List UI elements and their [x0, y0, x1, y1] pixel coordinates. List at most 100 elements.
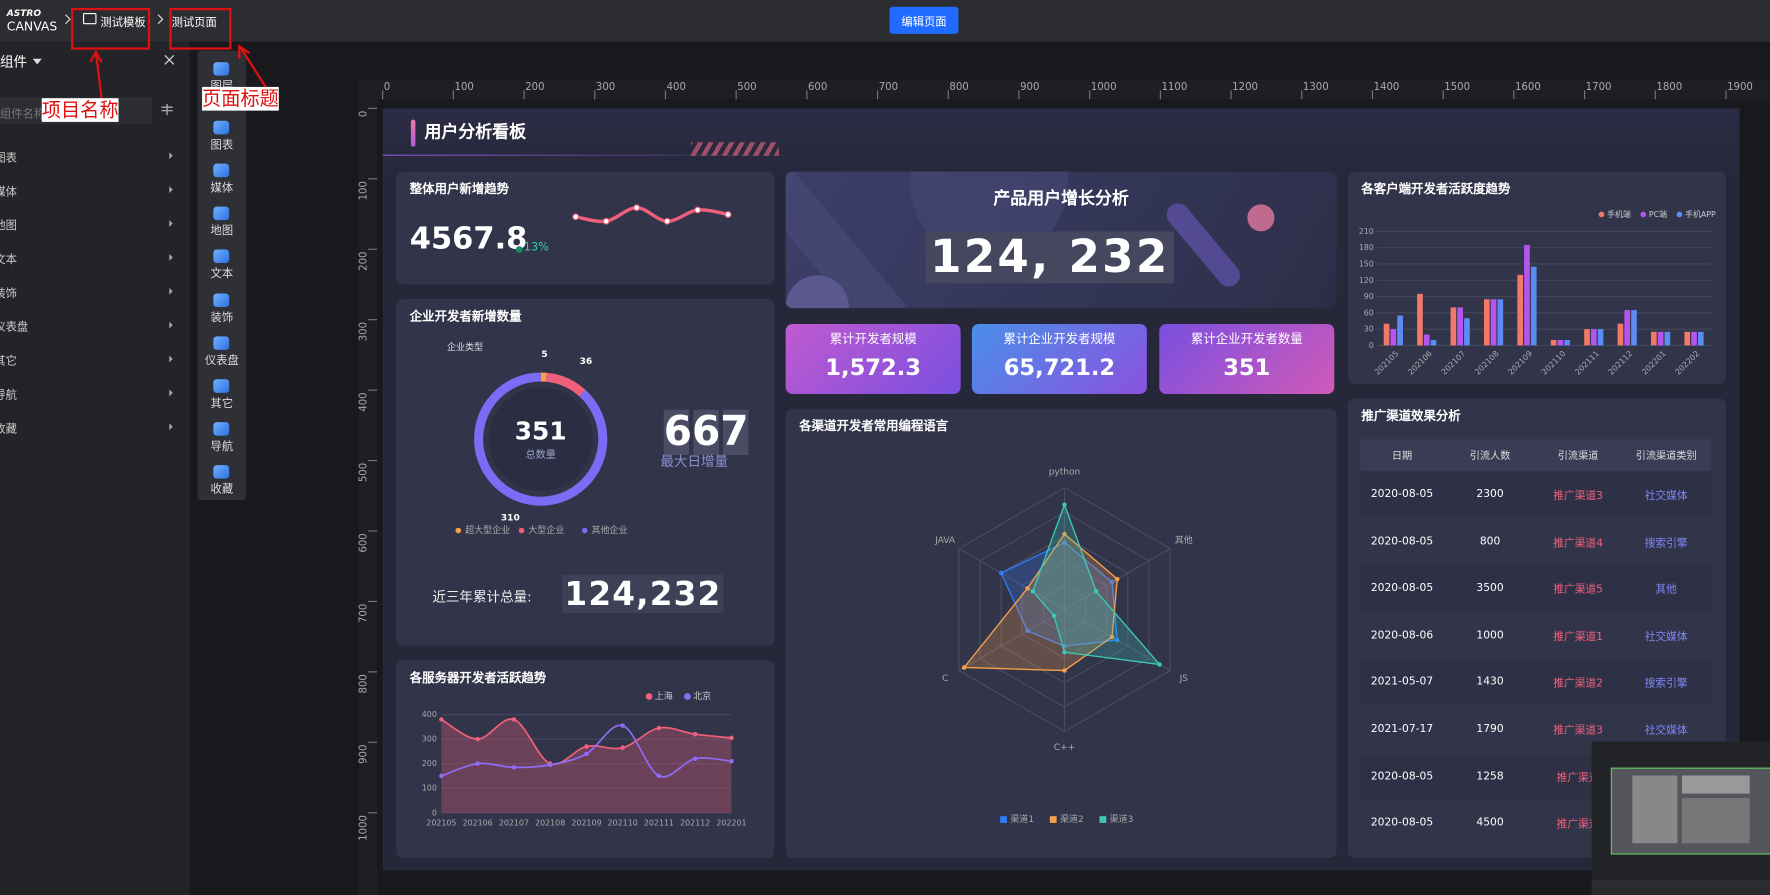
line-point — [692, 756, 698, 762]
toolbar-label[interactable]: 其它 — [210, 397, 234, 411]
donut-track — [488, 387, 593, 492]
toolbar-icon — [213, 206, 230, 221]
table-cell: 2021-05-07 — [1370, 676, 1434, 689]
edit-button-bg[interactable]: 编辑页面 — [889, 6, 959, 34]
sparkline-point — [633, 204, 641, 212]
y-tick-label: 150 — [1359, 259, 1374, 268]
stat-title: 累计企业开发者规模 — [1003, 331, 1116, 347]
legend-marker — [1099, 816, 1107, 823]
table-cell: 2020-08-05 — [1370, 582, 1434, 595]
toolbar-label[interactable]: 媒体 — [210, 182, 234, 195]
table-cell: 推广渠道3 — [1553, 724, 1603, 738]
sparkline-point — [694, 206, 702, 214]
table-cell: 推广渠道 — [1556, 771, 1600, 785]
donut-value-label: 5 — [541, 350, 547, 360]
card-title: 各渠道开发者常用编程语言 — [799, 418, 949, 434]
toolbar-label[interactable]: 仪表盘 — [204, 355, 239, 368]
line-point — [656, 725, 662, 731]
ruler-left — [358, 99, 378, 895]
toolbar-label[interactable]: 地图 — [210, 225, 234, 238]
chart-plot: 0 100 200 300 400 202105 202106 202107 202108 202… — [422, 690, 747, 827]
table-cell: 800 — [1479, 535, 1501, 548]
bar — [1651, 331, 1657, 346]
card: 各服务器开发者活跃趋势 0 100 200 300 400 202105 202106 2021… — [396, 660, 775, 858]
line-point — [439, 773, 444, 779]
donut-segment — [545, 372, 586, 397]
y-tick-label: 120 — [1359, 276, 1374, 285]
panel-category[interactable]: 收藏 — [0, 423, 17, 436]
panel-category[interactable]: 媒体 — [0, 186, 17, 199]
line-point — [511, 717, 517, 722]
panel-category[interactable]: 文本 — [0, 253, 17, 267]
radar-point — [1030, 589, 1036, 594]
bar — [1530, 266, 1537, 346]
legend-marker — [684, 693, 691, 700]
table-header: 引流渠道类别 — [1635, 450, 1697, 463]
kpi-value: 4567.8 — [409, 221, 528, 257]
legend-marker — [1598, 211, 1605, 218]
annotation-layer — [71, 7, 268, 99]
logo-top: ASTRO — [6, 7, 42, 19]
line-point — [584, 751, 589, 757]
x-tick-label: 202107 — [499, 818, 529, 827]
panel-category[interactable]: 地图 — [0, 220, 17, 233]
table-header-bg — [1360, 439, 1712, 471]
x-tick-label: 202105 — [426, 818, 456, 827]
table-cell: 2020-08-06 — [1370, 629, 1434, 642]
dashboard-title: 用户分析看板 — [424, 121, 527, 143]
y-tick-label: 200 — [422, 759, 437, 768]
legend-label: 超大型企业 — [465, 524, 510, 536]
panel-category[interactable]: 其它 — [0, 355, 17, 368]
card: 各客户端开发者活跃度趋势 0 30 60 90 120 150 180 210 202105 202… — [1347, 171, 1726, 384]
legend-marker — [581, 527, 588, 534]
legend-marker — [645, 693, 653, 700]
project-name: 测试模板 — [100, 16, 146, 30]
radar-point — [1115, 637, 1120, 643]
card: 企业开发者新增数量 企业类型 5 36 310 351 总数量 超大型企业 大型企业 其他企业 66… — [396, 299, 775, 646]
toolbar-icon — [213, 62, 230, 76]
x-tick-label: 202107 — [1440, 349, 1468, 377]
panel-category[interactable]: 仪表盘 — [0, 321, 29, 335]
radar-indicator: JAVA — [934, 536, 956, 546]
kpi-change-icon — [515, 246, 523, 253]
card: 推广渠道效果分析 日期 引流人数 引流渠道 引流渠道类别 2020-08-05 2300 推广… — [1347, 398, 1726, 858]
radar-point — [1062, 540, 1067, 545]
toolbar-icon — [213, 422, 230, 436]
toolbar-label[interactable]: 导航 — [210, 440, 234, 454]
radar-indicator: C++ — [1054, 743, 1075, 753]
search-placeholder: 组件名称 — [0, 108, 46, 121]
toolbar-icon — [213, 163, 230, 178]
card: 产品用户增长分析 124, 232 — [785, 171, 1337, 309]
toolbar-label[interactable]: 装饰 — [210, 312, 234, 325]
kpi-change: 13% — [523, 241, 549, 254]
expand-arrow — [169, 253, 173, 261]
radar-point — [1109, 634, 1115, 640]
panel-category[interactable]: 导航 — [0, 389, 17, 402]
radar-point — [961, 665, 967, 670]
banner-title: 产品用户增长分析 — [993, 187, 1129, 209]
table-cell: 4500 — [1476, 816, 1504, 830]
bar — [1397, 315, 1403, 346]
toolbar-label[interactable]: 文本 — [210, 268, 234, 281]
bar — [1550, 339, 1557, 346]
bar — [1524, 244, 1530, 346]
x-tick-label: 202112 — [1607, 349, 1635, 377]
bar — [1664, 331, 1671, 346]
panel-category[interactable]: 装饰 — [0, 287, 17, 301]
table-cell: 其他 — [1655, 583, 1677, 597]
bar — [1657, 331, 1664, 346]
y-tick-label: 210 — [1359, 227, 1374, 236]
edit-button[interactable]: 编辑页面 — [901, 16, 947, 29]
panel-category[interactable]: 图表 — [0, 152, 17, 165]
stat-value: 351 — [1223, 353, 1271, 381]
top-bar — [0, 0, 1770, 42]
table-cell: 社交媒体 — [1644, 630, 1688, 644]
radar-axis — [958, 609, 1065, 672]
table-header: 日期 — [1391, 450, 1413, 463]
stat-value: 1,572.3 — [825, 353, 922, 381]
stat-value: 65,721.2 — [1003, 353, 1116, 381]
chart-plot: python 其他 JS C++ C JAVA 渠道1 渠道2 渠道3 — [934, 467, 1193, 825]
toolbar-label[interactable]: 收藏 — [210, 483, 234, 497]
toolbar-label[interactable]: 图表 — [210, 139, 234, 152]
